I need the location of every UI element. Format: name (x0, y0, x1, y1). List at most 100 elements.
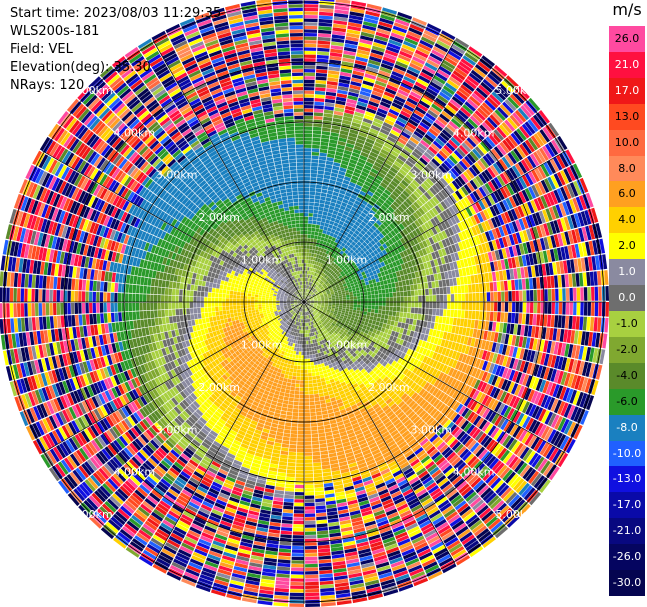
velocity-gate (402, 228, 409, 236)
velocity-gate (386, 279, 391, 284)
velocity-gate (321, 134, 330, 139)
velocity-gate (306, 298, 309, 301)
velocity-gate (493, 64, 508, 77)
velocity-gate (439, 287, 444, 295)
velocity-gate (350, 7, 365, 14)
velocity-gate (304, 94, 314, 98)
velocity-gate (327, 190, 334, 195)
velocity-gate (385, 288, 389, 294)
velocity-gate (396, 116, 408, 125)
velocity-gate (495, 202, 504, 214)
velocity-gate (315, 505, 326, 510)
velocity-gate (475, 201, 483, 212)
velocity-gate (511, 279, 516, 291)
velocity-gate (491, 91, 504, 103)
velocity-gate (426, 163, 436, 173)
velocity-gate (504, 119, 516, 132)
velocity-gate (348, 230, 354, 236)
velocity-gate (314, 94, 325, 99)
velocity-gate (481, 121, 493, 133)
velocity-gate (318, 433, 326, 437)
velocity-gate (428, 128, 439, 137)
velocity-gate (357, 135, 367, 141)
velocity-gate (375, 321, 380, 326)
velocity-gate (548, 122, 560, 137)
velocity-gate (380, 148, 390, 156)
velocity-gate (378, 131, 388, 139)
velocity-gate (386, 173, 394, 180)
velocity-gate (437, 223, 444, 232)
velocity-gate (308, 213, 313, 217)
velocity-gate (474, 274, 479, 284)
velocity-gate (478, 311, 483, 320)
velocity-gate (313, 284, 317, 288)
velocity-gate (365, 10, 380, 18)
velocity-gate (364, 239, 370, 245)
velocity-gate (349, 197, 356, 203)
velocity-gate (594, 286, 599, 301)
velocity-gate (371, 294, 375, 299)
velocity-gate (388, 245, 394, 252)
velocity-gate (310, 267, 313, 272)
velocity-gate (304, 141, 312, 145)
velocity-gate (521, 141, 532, 155)
velocity-gate (349, 254, 354, 259)
velocity-gate (372, 255, 378, 261)
velocity-gate (456, 90, 468, 101)
velocity-gate (318, 429, 325, 434)
velocity-gate (376, 317, 381, 322)
velocity-gate (399, 50, 413, 59)
velocity-gate (326, 277, 330, 281)
velocity-gate (342, 239, 348, 245)
velocity-gate (316, 65, 328, 70)
velocity-gate (309, 271, 312, 275)
velocity-gate (328, 269, 333, 273)
velocity-gate (343, 50, 356, 56)
velocity-gate (513, 148, 523, 161)
velocity-gate (304, 348, 307, 352)
velocity-gate (366, 288, 371, 292)
velocity-gate (440, 177, 449, 187)
velocity-gate (469, 95, 481, 107)
velocity-gate (312, 220, 317, 225)
velocity-gate (529, 302, 534, 313)
velocity-gate (522, 290, 527, 302)
velocity-gate (443, 187, 452, 196)
velocity-gate (421, 168, 431, 178)
velocity-gate (314, 265, 318, 269)
velocity-gate (319, 396, 325, 401)
velocity-gate (437, 203, 445, 212)
velocity-gate (310, 173, 317, 178)
velocity-gate (365, 177, 374, 184)
velocity-gate (308, 209, 314, 214)
velocity-gate (497, 106, 509, 119)
velocity-gate (473, 90, 486, 101)
velocity-gate (367, 253, 373, 259)
velocity-gate (489, 94, 501, 106)
velocity-gate (347, 251, 352, 257)
velocity-gate (320, 192, 327, 197)
velocity-gate (406, 285, 411, 291)
velocity-gate (370, 287, 375, 292)
velocity-gate (546, 160, 556, 174)
velocity-gate (344, 254, 349, 259)
velocity-gate (416, 46, 430, 55)
velocity-gate (316, 378, 321, 383)
velocity-gate (313, 361, 318, 365)
velocity-gate (333, 162, 341, 167)
velocity-gate (370, 246, 376, 252)
velocity-gate (327, 284, 332, 288)
velocity-gate (393, 160, 403, 169)
velocity-gate (418, 302, 422, 308)
velocity-gate (308, 220, 313, 224)
velocity-gate (320, 248, 325, 253)
velocity-gate (516, 128, 527, 141)
velocity-gate (474, 146, 485, 157)
velocity-gate (582, 272, 587, 287)
velocity-gate (403, 163, 412, 171)
velocity-gate (364, 141, 374, 148)
velocity-gate (364, 298, 368, 302)
velocity-gate (473, 214, 481, 224)
velocity-gate (398, 223, 405, 230)
velocity-gate (407, 302, 411, 308)
